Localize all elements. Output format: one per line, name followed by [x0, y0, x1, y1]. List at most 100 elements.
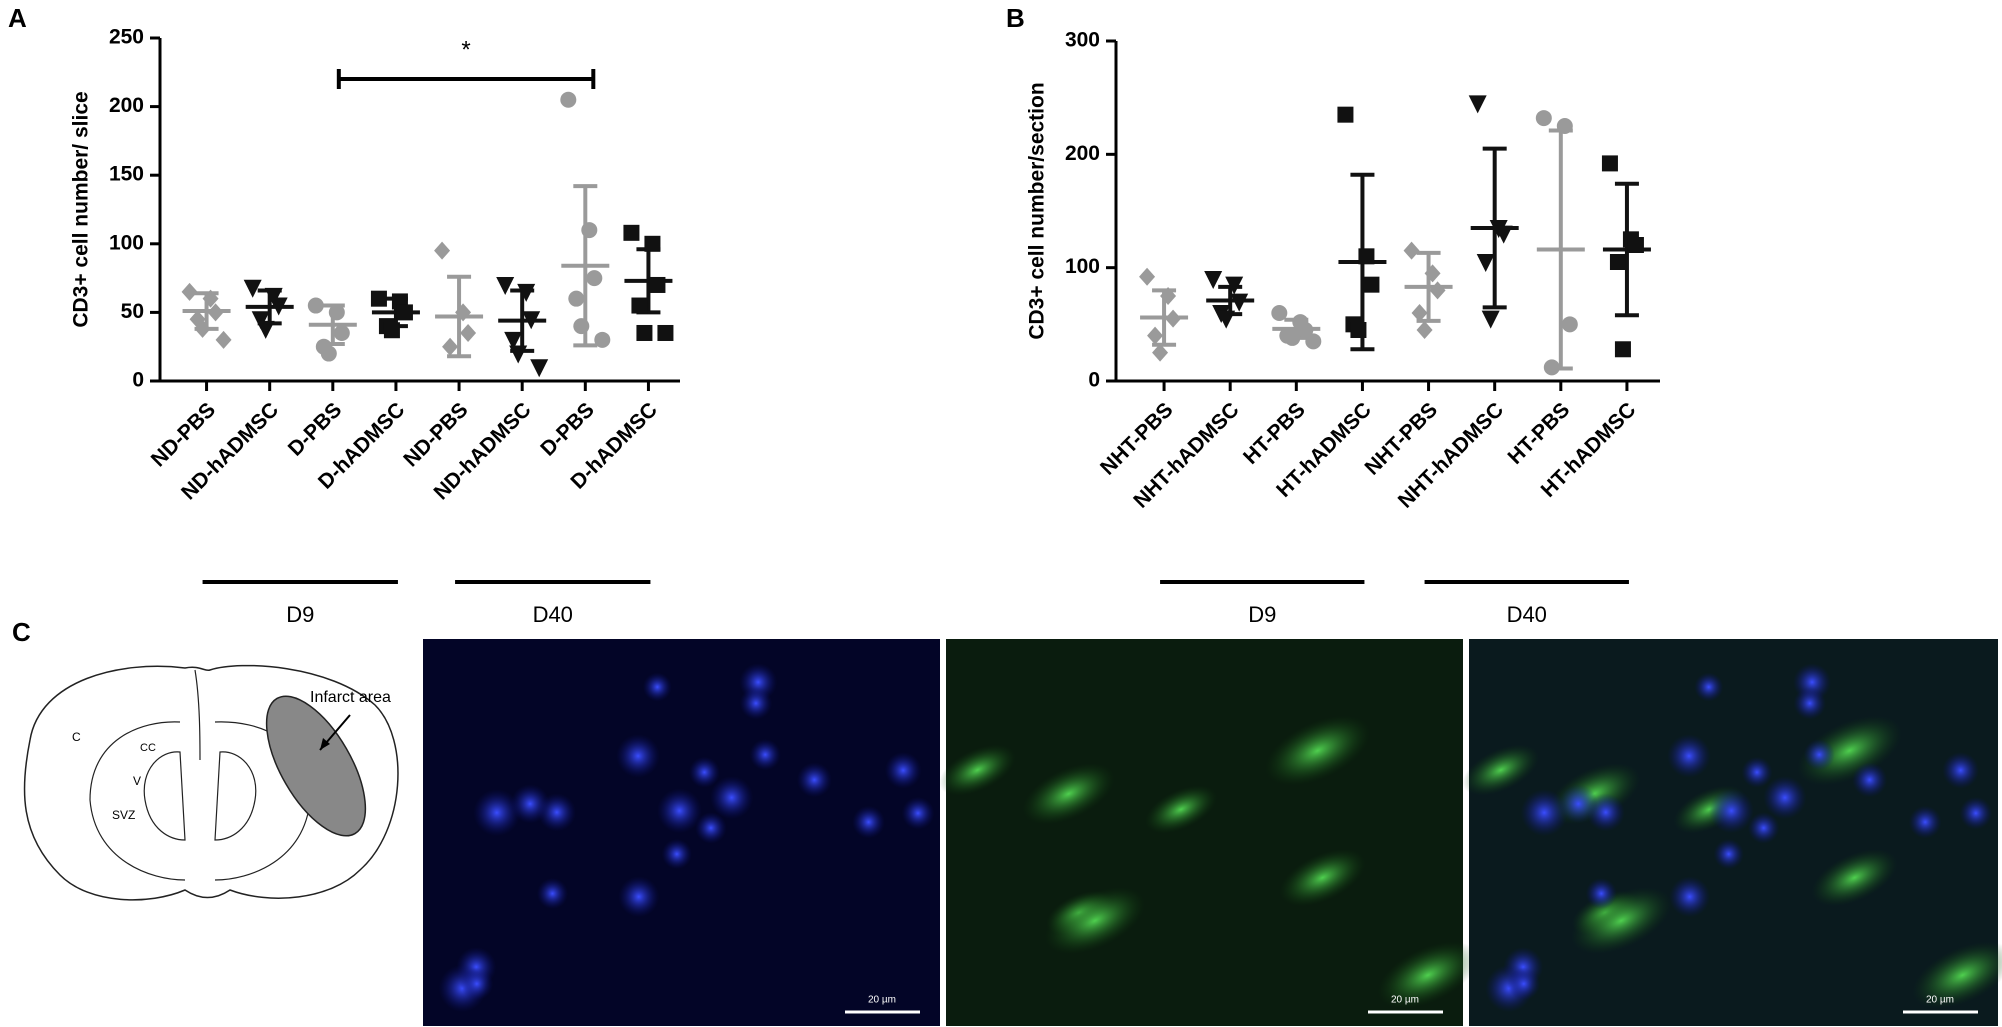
point: [649, 276, 666, 293]
point: [1204, 271, 1223, 289]
stained-cell: [1265, 715, 1371, 786]
nucleus: [1793, 687, 1826, 720]
point: [517, 283, 536, 302]
panel-label: C: [12, 617, 31, 647]
point: [1561, 316, 1578, 333]
point: [1139, 267, 1156, 286]
nucleus: [1669, 876, 1711, 918]
point: [181, 282, 198, 301]
nucleus: [1942, 751, 1980, 789]
point: [586, 270, 603, 287]
nucleus: [1908, 805, 1942, 839]
point: [644, 235, 661, 252]
point: [1403, 241, 1420, 260]
nucleus: [1585, 877, 1617, 910]
nucleus: [695, 812, 727, 844]
point: [1627, 237, 1644, 253]
point: [623, 224, 640, 241]
point: [1411, 304, 1428, 322]
scale-bar-label: 20 µm: [1926, 995, 1954, 1006]
ventricle-shape: [143, 751, 257, 841]
nucleus: [1747, 812, 1780, 844]
stained-cell: [1279, 849, 1366, 907]
point: [370, 290, 387, 307]
nucleus: [796, 762, 832, 798]
y-axis-label: CD3+ cell number/section: [1026, 82, 1049, 339]
point: [1358, 248, 1375, 265]
point: [1230, 293, 1249, 312]
x-tick-label: D-PBS: [536, 398, 598, 460]
scale-bar-label: 20 µm: [1391, 995, 1419, 1006]
point: [1305, 333, 1322, 350]
point: [568, 290, 585, 307]
point: [460, 323, 477, 342]
nucleus: [642, 672, 672, 702]
group-label: D40: [533, 602, 573, 627]
y-tick-label: 300: [1065, 29, 1100, 52]
point: [1416, 321, 1433, 339]
stained-cell: [1144, 785, 1218, 834]
point: [1481, 310, 1500, 329]
point: [496, 276, 515, 295]
nucleus: [852, 805, 885, 839]
nucleus: [1694, 672, 1724, 702]
point: [202, 289, 219, 308]
nucleus: [710, 776, 754, 820]
nucleus: [1667, 734, 1711, 778]
nucleus: [1741, 756, 1773, 788]
point: [333, 324, 350, 341]
brain-diagram: Infarct area C CC V SVZ: [23, 664, 399, 901]
nucleus: [661, 838, 692, 870]
point: [396, 304, 413, 321]
point: [328, 304, 345, 321]
point: [383, 322, 400, 339]
point: [269, 297, 288, 316]
stained-cell: [1462, 744, 1540, 796]
point: [1152, 343, 1169, 362]
point: [1609, 254, 1626, 270]
point: [1535, 110, 1552, 127]
y-tick-label: 0: [132, 369, 144, 392]
point: [573, 318, 590, 335]
point: [631, 297, 648, 314]
point: [594, 331, 611, 348]
nucleus: [536, 877, 569, 910]
point: [1165, 309, 1182, 328]
nucleus: [460, 967, 494, 1001]
point: [1147, 326, 1164, 345]
nucleus: [1803, 738, 1835, 771]
y-tick-label: 200: [1065, 142, 1100, 165]
nucleus: [1713, 838, 1744, 870]
point: [442, 337, 459, 356]
point: [504, 331, 523, 350]
point: [1297, 322, 1314, 338]
point: [320, 345, 337, 362]
nucleus: [1709, 788, 1754, 834]
group-label: D9: [286, 602, 314, 627]
y-tick-label: 0: [1088, 369, 1100, 392]
point: [581, 222, 598, 239]
point: [509, 345, 528, 364]
diagram-label: C: [72, 730, 81, 744]
point: [1337, 106, 1354, 123]
micrograph: [946, 639, 1463, 1026]
diagram-label: V: [133, 774, 141, 788]
stained-cell: [1377, 941, 1479, 1009]
point: [1217, 310, 1236, 329]
nucleus: [1558, 784, 1598, 824]
y-tick-label: 250: [109, 26, 144, 49]
point: [657, 324, 674, 341]
nucleus: [688, 756, 720, 788]
y-tick-label: 100: [109, 231, 144, 254]
group-label: D40: [1507, 602, 1547, 627]
point: [455, 303, 472, 322]
nucleus: [749, 738, 781, 771]
nucleus: [901, 796, 935, 830]
panel-label: A: [8, 3, 27, 33]
x-tick-label: D-PBS: [284, 398, 346, 460]
point: [1225, 276, 1244, 295]
point: [530, 359, 549, 378]
point: [1614, 341, 1631, 358]
y-axis-label: CD3+ cell number/ slice: [70, 91, 93, 327]
scale-bar-label: 20 µm: [868, 995, 896, 1006]
